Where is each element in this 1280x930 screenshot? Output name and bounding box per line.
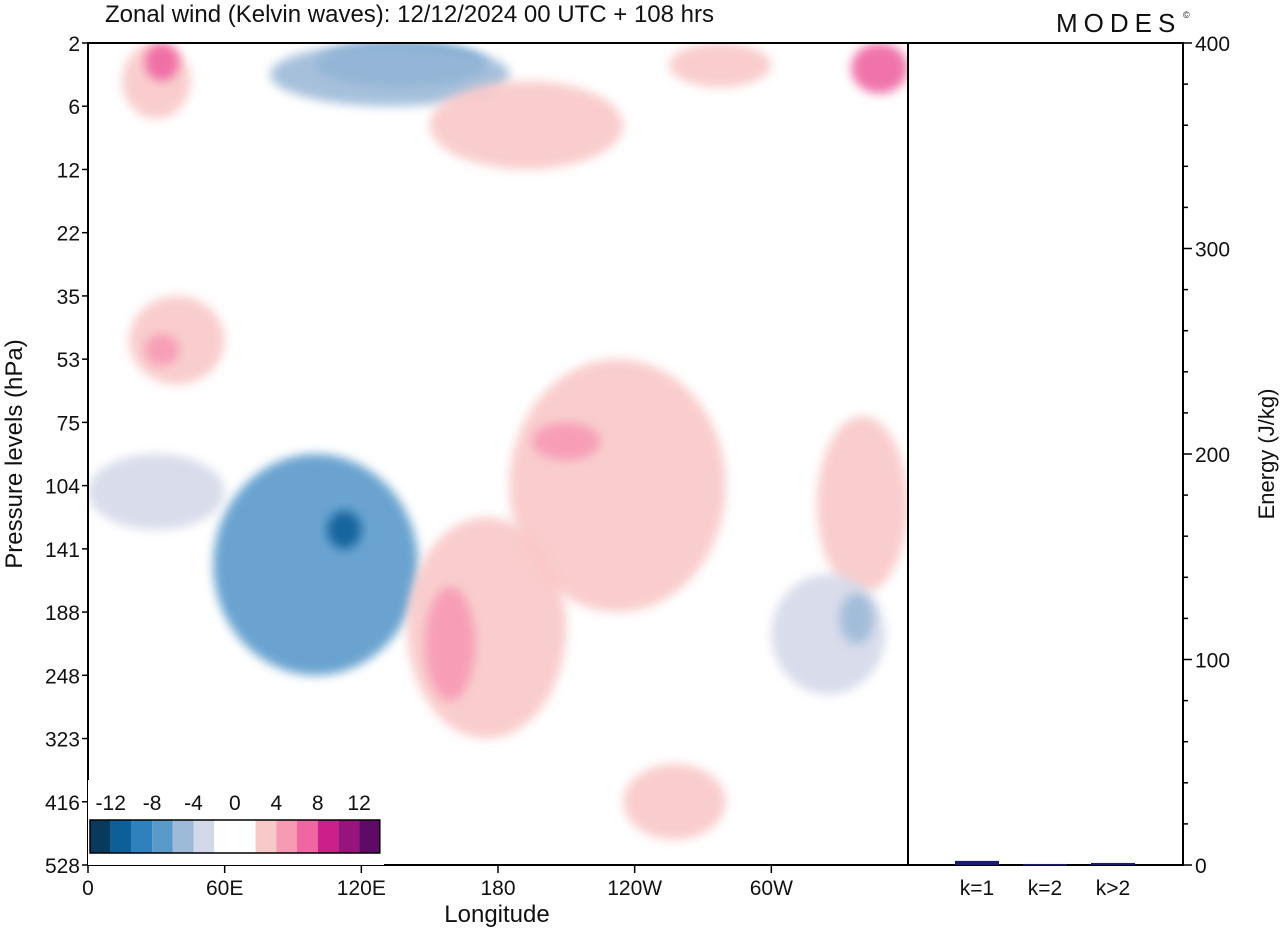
energy-category-label: k>2 <box>1096 877 1130 900</box>
y-tick-label: 141 <box>45 539 80 562</box>
contour-pos-upper-right <box>668 43 772 88</box>
contour-pos-right-trop-core <box>532 422 601 461</box>
x-tick-label: 180 <box>480 877 515 900</box>
x-axis: 0 60E 120E 180 120W 60W <box>82 865 793 900</box>
contour-pos-upper-far-right <box>851 43 908 94</box>
energy-tick-label: 300 <box>1195 239 1230 262</box>
contour-pos-upper-left-core <box>144 43 180 81</box>
energy-panel-frame <box>907 42 1184 866</box>
y-tick-label: 188 <box>45 602 80 625</box>
legend-label: 0 <box>229 792 241 815</box>
y-tick-label: 323 <box>45 729 80 752</box>
energy-bar <box>1091 862 1135 865</box>
y-tick-label: 528 <box>45 855 80 878</box>
legend-label: -4 <box>184 792 203 815</box>
legend-swatch <box>110 820 132 853</box>
contour-pos-right-trop <box>509 359 726 613</box>
y-tick-label: 12 <box>57 159 80 182</box>
y-tick-label: 416 <box>45 792 80 815</box>
energy-tick-label: 100 <box>1195 650 1230 673</box>
contour-field <box>88 43 908 840</box>
legend-label: 8 <box>312 792 324 815</box>
contour-neg-diagonal-band <box>213 454 419 676</box>
brand-mark: © <box>1183 10 1190 20</box>
energy-tick-label: 400 <box>1195 33 1230 56</box>
x-tick-label: 0 <box>82 877 94 900</box>
legend-label: 12 <box>347 792 370 815</box>
y-tick-label: 104 <box>45 476 80 499</box>
energy-axis-label: Energy (J/kg) <box>1254 389 1279 520</box>
legend-swatch <box>152 820 173 853</box>
energy-bar <box>955 860 999 865</box>
energy-bars <box>955 860 1135 866</box>
contour-pos-mid-left <box>129 295 225 385</box>
colorbar-legend: -12 -8 -4 0 4 8 12 <box>88 780 384 865</box>
legend-swatch <box>131 820 153 853</box>
energy-tick-label: 0 <box>1195 855 1207 878</box>
energy-y-axis: 0 100 200 300 400 <box>1183 33 1230 878</box>
x-tick-label: 120W <box>607 877 662 900</box>
legend-swatch <box>255 820 277 853</box>
y-tick-label: 75 <box>57 412 80 435</box>
y-tick-label: 53 <box>57 349 80 372</box>
energy-tick-label: 200 <box>1195 444 1230 467</box>
legend-frame <box>89 819 381 854</box>
x-tick-label: 120E <box>337 877 386 900</box>
y-tick-label: 35 <box>57 286 80 309</box>
x-axis-label: Longitude <box>444 901 549 928</box>
legend-swatch <box>276 820 297 853</box>
contour-neg-strat-top <box>270 43 510 107</box>
contour-neg-diagonal-core <box>327 510 362 549</box>
chart-title: Zonal wind (Kelvin waves): 12/12/2024 00… <box>105 1 714 28</box>
y-tick-label: 2 <box>68 33 80 56</box>
legend-swatch <box>214 820 235 853</box>
energy-category-label: k=1 <box>960 877 994 900</box>
legend-label: -12 <box>96 792 126 815</box>
energy-category-label: k=2 <box>1028 877 1062 900</box>
legend-swatch <box>338 820 360 853</box>
x-tick-label: 60W <box>750 877 793 900</box>
contour-neg-left-upper-trop <box>88 454 225 530</box>
legend-swatch <box>90 820 111 853</box>
legend-swatch <box>317 820 339 853</box>
energy-bar <box>1023 863 1067 866</box>
contour-pos-lower-right <box>623 763 726 840</box>
brand-logo: MODES <box>1056 8 1181 38</box>
legend-swatch <box>193 820 215 853</box>
energy-x-axis: k=1 k=2 k>2 <box>960 877 1130 900</box>
y-axis: 2 6 12 22 35 53 75 104 141 188 248 323 416 528 <box>45 33 88 878</box>
legend-swatch <box>172 820 194 853</box>
y-tick-label: 22 <box>57 223 80 246</box>
contour-pos-upper-band <box>429 80 624 170</box>
legend-swatch <box>234 820 256 853</box>
legend-label: -8 <box>143 792 162 815</box>
legend-swatch <box>359 820 380 853</box>
x-tick-label: 60E <box>206 877 243 900</box>
contour-neg-right-lower-core <box>839 593 874 644</box>
y-axis-label: Pressure levels (hPa) <box>1 339 28 568</box>
contour-pos-far-right-trop <box>816 416 908 594</box>
legend-label: 4 <box>270 792 282 815</box>
legend-swatch <box>297 820 318 853</box>
contour-pos-mid-left-core <box>144 333 180 366</box>
y-tick-label: 248 <box>45 665 80 688</box>
y-tick-label: 6 <box>68 96 80 119</box>
contour-pos-central-trop-core <box>425 586 476 701</box>
